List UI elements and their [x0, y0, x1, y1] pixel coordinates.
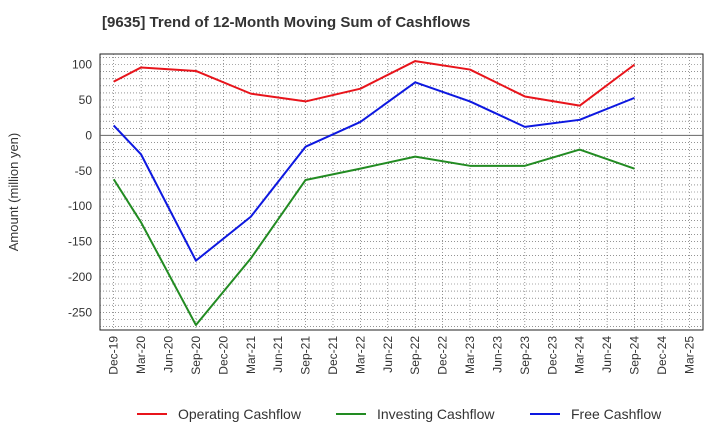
x-tick-label: Mar-23: [463, 336, 477, 374]
x-tick-label: Sep-22: [408, 336, 422, 375]
legend-label-investing-cashflow: Investing Cashflow: [377, 406, 495, 422]
x-tick-label: Mar-22: [353, 336, 367, 374]
x-tick-labels: Dec-19 Mar-20 Jun-20 Sep-20 Dec-20 Mar-21 Jun-…: [107, 336, 697, 375]
x-tick-label: Mar-25: [682, 336, 696, 374]
y-tick-label: -50: [75, 164, 93, 178]
x-tick-label: Sep-23: [518, 336, 532, 375]
y-tick-label: -250: [68, 305, 92, 319]
grid-layer: [100, 54, 703, 330]
y-tick-label: 0: [85, 128, 92, 142]
legend: Operating Cashflow Investing Cashflow Free…: [137, 406, 662, 422]
x-tick-label: Dec-22: [436, 336, 450, 375]
x-tick-label: Dec-21: [326, 336, 340, 375]
y-tick-label: -200: [68, 270, 92, 284]
x-tick-label: Sep-20: [189, 336, 203, 375]
plot-area: [99, 53, 704, 331]
legend-label-free-cashflow: Free Cashflow: [571, 406, 662, 422]
x-tick-label: Dec-23: [545, 336, 559, 375]
y-tick-label: 100: [72, 58, 92, 72]
y-axis-label: Amount (million yen): [6, 133, 21, 252]
x-tick-label: Dec-19: [107, 336, 121, 375]
series-line-operating-cashflow: [113, 60, 636, 107]
x-tick-label: Jun-24: [600, 336, 614, 373]
x-tick-label: Jun-23: [490, 336, 504, 373]
x-tick-label: Dec-20: [216, 336, 230, 375]
x-tick-label: Jun-21: [271, 336, 285, 373]
x-tick-label: Jun-20: [162, 336, 176, 373]
series-line-investing-cashflow: [112, 148, 635, 327]
y-tick-label: -100: [68, 199, 92, 213]
y-tick-label: 50: [79, 93, 93, 107]
y-tick-label: -150: [68, 235, 92, 249]
x-tick-label: Sep-21: [299, 336, 313, 375]
x-tick-label: Jun-22: [381, 336, 395, 373]
chart-title: [9635] Trend of 12-Month Moving Sum of C…: [102, 14, 471, 31]
x-tick-label: Dec-24: [655, 336, 669, 375]
legend-label-operating-cashflow: Operating Cashflow: [178, 406, 302, 422]
x-tick-label: Mar-20: [134, 336, 148, 374]
x-tick-label: Sep-24: [627, 336, 641, 375]
x-tick-label: Mar-21: [244, 336, 258, 374]
series-layer: [112, 60, 636, 327]
series-line-free-cashflow: [112, 81, 635, 262]
x-tick-label: Mar-24: [573, 336, 587, 374]
y-tick-labels: 100 50 0 -50 -100 -150 -200 -250: [68, 58, 92, 320]
